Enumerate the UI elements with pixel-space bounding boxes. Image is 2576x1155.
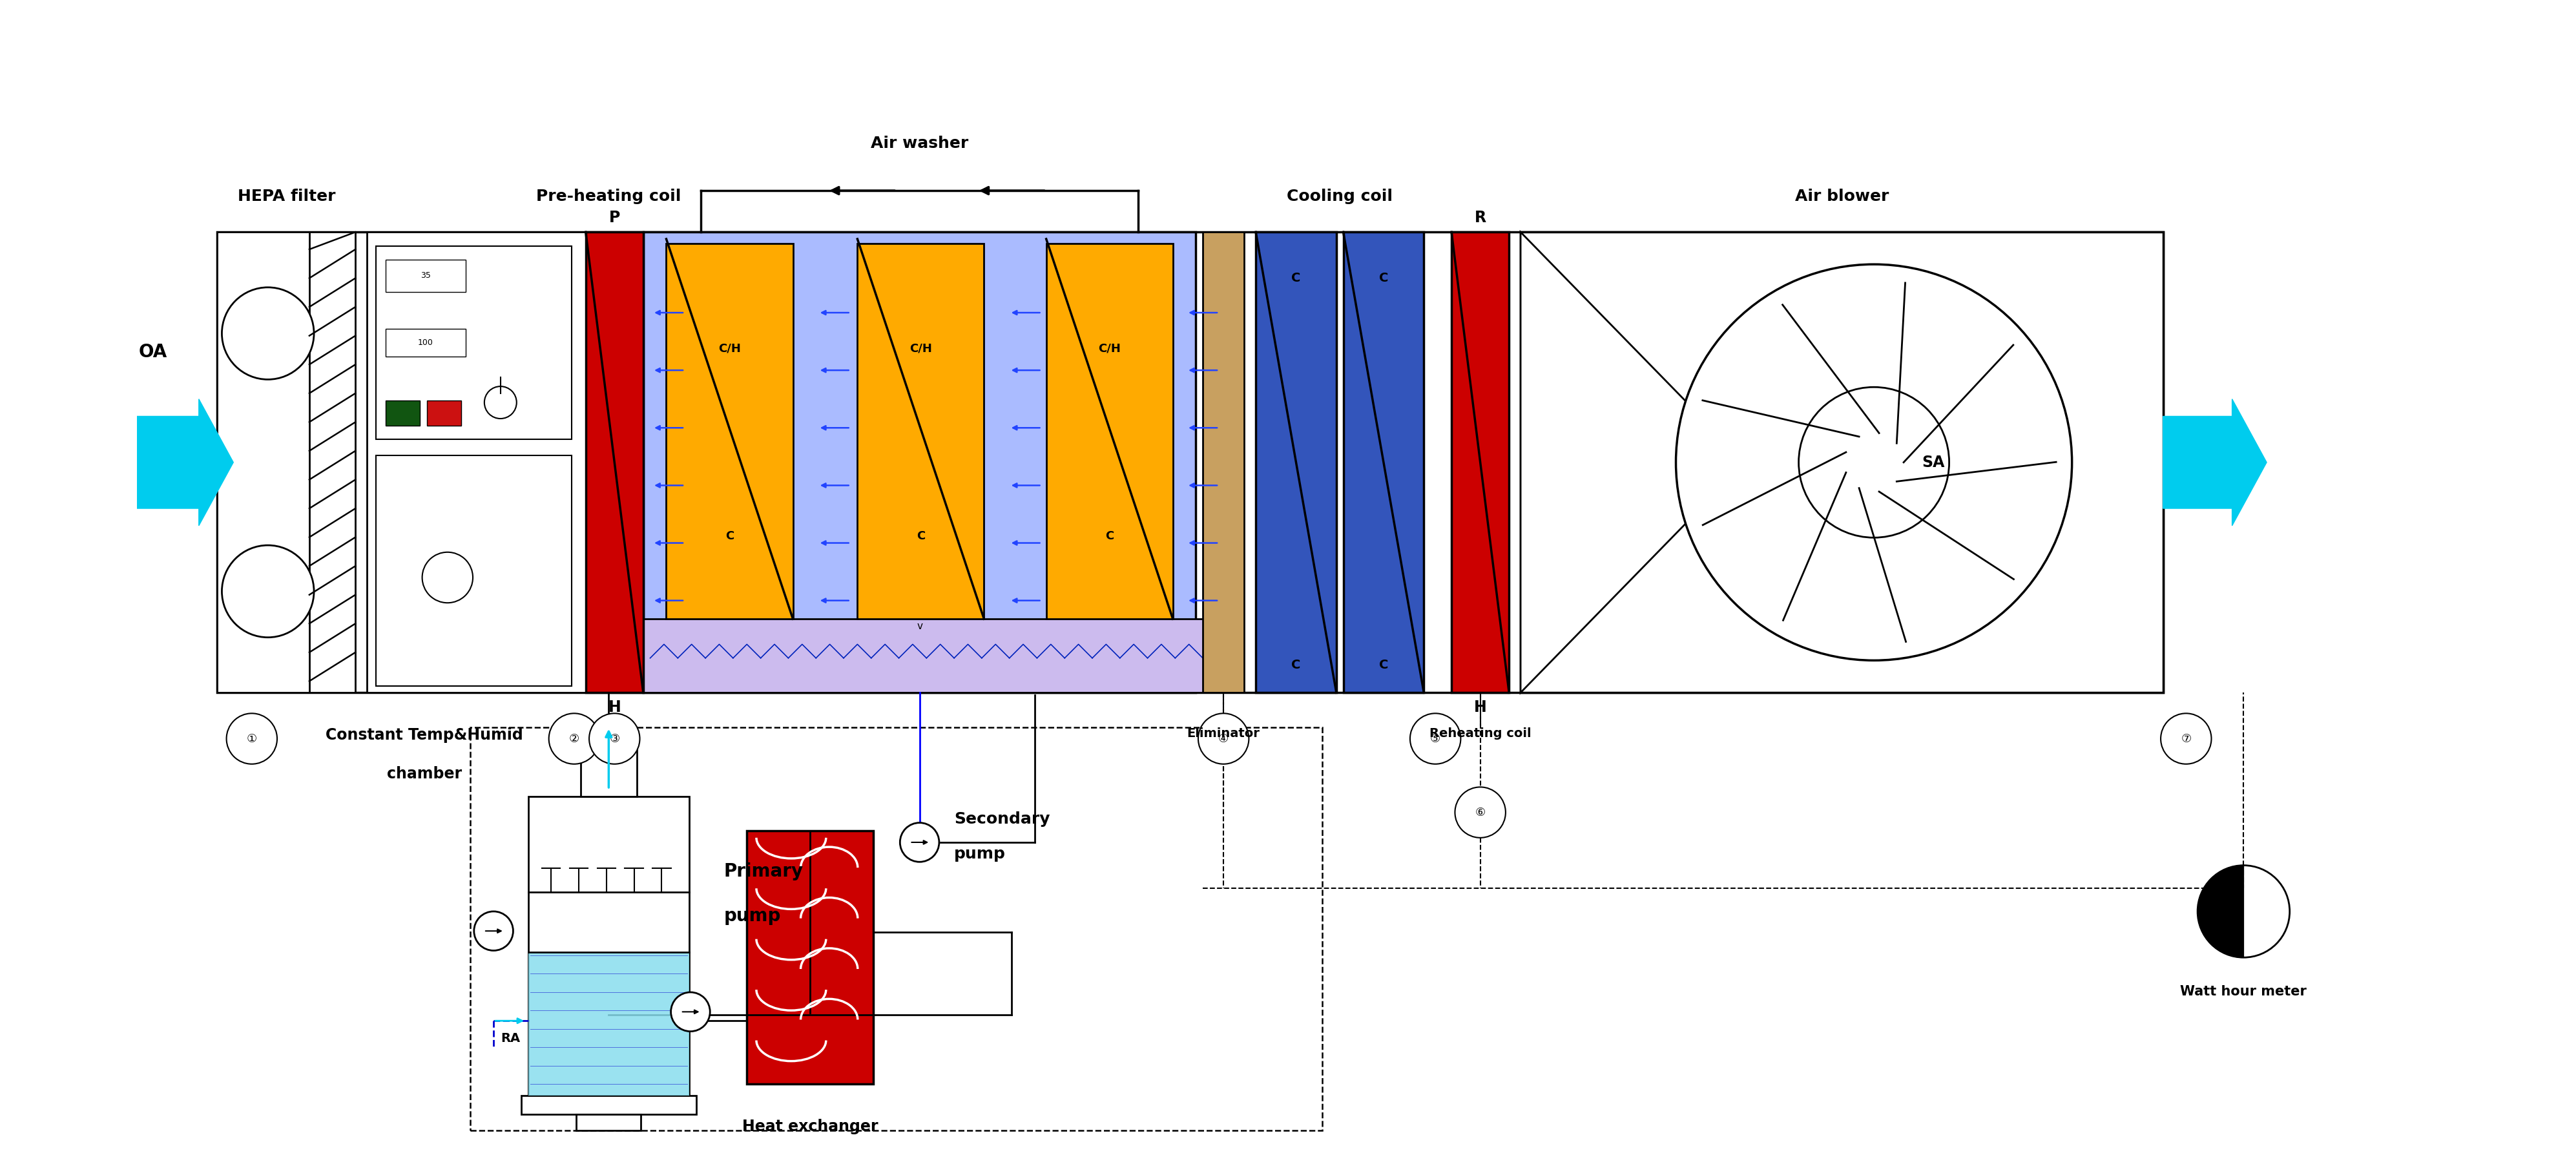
Circle shape — [222, 545, 314, 638]
Text: C/H: C/H — [1097, 343, 1121, 355]
Bar — [1450, 232, 1510, 693]
FancyArrow shape — [2164, 398, 2267, 526]
Bar — [428, 400, 461, 425]
Text: Reheating coil: Reheating coil — [1430, 728, 1530, 739]
Bar — [1342, 232, 1425, 693]
Bar — [309, 232, 355, 693]
Text: C/H: C/H — [719, 343, 742, 355]
Text: ⑦: ⑦ — [2182, 733, 2192, 745]
Bar — [520, 1096, 696, 1115]
Text: pump: pump — [953, 847, 1005, 862]
Text: Air washer: Air washer — [871, 136, 969, 151]
Text: 100: 100 — [417, 338, 433, 346]
Circle shape — [670, 992, 711, 1031]
Bar — [580, 739, 636, 796]
Text: Air blower: Air blower — [1795, 189, 1888, 204]
Bar — [216, 232, 322, 693]
Text: ⑥: ⑥ — [1476, 806, 1486, 818]
Circle shape — [1677, 264, 2071, 661]
Circle shape — [549, 714, 600, 763]
Text: C: C — [917, 530, 925, 542]
Text: Watt hour meter: Watt hour meter — [2179, 985, 2308, 998]
Bar — [471, 728, 1321, 1131]
Bar — [1046, 244, 1172, 619]
Bar — [858, 244, 984, 619]
Bar — [376, 246, 572, 439]
Bar — [376, 455, 572, 686]
Text: C: C — [1378, 658, 1388, 671]
Bar — [366, 232, 585, 693]
Polygon shape — [1520, 232, 1747, 693]
Circle shape — [899, 822, 940, 862]
Bar — [386, 329, 466, 357]
Text: OA: OA — [139, 343, 167, 360]
Text: Pre-heating coil: Pre-heating coil — [536, 189, 680, 204]
Bar — [667, 244, 793, 619]
Bar — [386, 260, 466, 292]
Text: Heat exchanger: Heat exchanger — [742, 1119, 878, 1134]
Bar — [528, 952, 690, 1096]
FancyArrow shape — [137, 398, 234, 526]
Text: HEPA filter: HEPA filter — [237, 189, 335, 204]
Circle shape — [1409, 714, 1461, 763]
Text: ②: ② — [569, 733, 580, 745]
Circle shape — [474, 911, 513, 951]
Bar — [747, 830, 873, 1085]
Text: SA: SA — [1922, 455, 1945, 470]
Text: C: C — [1378, 271, 1388, 284]
Text: Eliminator: Eliminator — [1188, 728, 1260, 739]
Text: Cooling coil: Cooling coil — [1288, 189, 1394, 204]
Text: R: R — [1473, 210, 1486, 225]
Text: Constant Temp&Humid: Constant Temp&Humid — [325, 728, 523, 743]
Text: C: C — [1291, 658, 1301, 671]
Text: chamber: chamber — [386, 766, 461, 782]
Bar — [577, 1115, 641, 1131]
Text: ④: ④ — [1218, 733, 1229, 745]
Text: ⑤: ⑤ — [1430, 733, 1440, 745]
Circle shape — [484, 387, 518, 418]
Bar — [644, 232, 1195, 693]
Bar — [386, 400, 420, 425]
Text: C: C — [726, 530, 734, 542]
Polygon shape — [2197, 865, 2244, 957]
Text: v: v — [917, 621, 922, 631]
Bar — [528, 796, 690, 1096]
Text: C/H: C/H — [909, 343, 933, 355]
Text: ③: ③ — [611, 733, 621, 745]
Text: pump: pump — [724, 907, 781, 925]
Text: H: H — [1473, 700, 1486, 715]
Circle shape — [227, 714, 278, 763]
Circle shape — [1455, 787, 1504, 837]
Circle shape — [2197, 865, 2290, 957]
Bar — [631, 619, 1208, 693]
Text: ①: ① — [247, 733, 258, 745]
Bar — [216, 232, 2164, 693]
Text: C: C — [1291, 271, 1301, 284]
Text: Secondary: Secondary — [953, 812, 1051, 827]
Circle shape — [2161, 714, 2210, 763]
Bar — [585, 232, 644, 693]
Bar — [1203, 232, 1244, 693]
Circle shape — [590, 714, 639, 763]
Circle shape — [422, 552, 474, 603]
Circle shape — [1798, 387, 1950, 537]
Text: Primary: Primary — [724, 862, 804, 880]
Circle shape — [222, 288, 314, 380]
Circle shape — [1198, 714, 1249, 763]
Text: P: P — [608, 210, 621, 225]
Text: H: H — [608, 700, 621, 715]
Text: 35: 35 — [420, 271, 430, 280]
Text: RA: RA — [500, 1033, 520, 1044]
Text: C: C — [1105, 530, 1113, 542]
Bar — [1520, 232, 2164, 693]
Bar — [1255, 232, 1337, 693]
